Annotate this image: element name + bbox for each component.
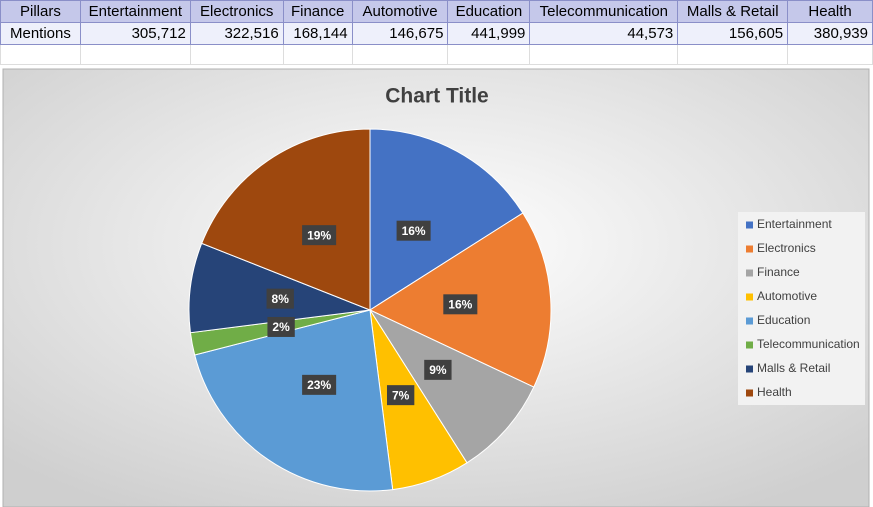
table-cell[interactable]: 305,712 [79,22,191,45]
legend-swatch [746,389,753,397]
table-cell[interactable] [351,44,449,65]
legend-box [738,212,865,405]
table-cell[interactable] [529,44,679,65]
pie-slice [368,308,535,464]
table-cell[interactable]: Electronics [189,0,284,23]
legend-label: Electronics [757,241,816,255]
data-label-box [302,225,337,246]
table-cell[interactable]: 168,144 [282,22,353,45]
table-cell[interactable]: Health [787,0,873,23]
legend-swatch [746,317,753,325]
chart-title: Chart Title [385,85,488,108]
legend-label: Malls & Retail [757,361,830,375]
legend-label: Automotive [757,289,817,303]
legend-swatch [746,341,753,349]
table-cell[interactable]: 441,999 [447,22,531,45]
legend-label: Telecommunication [757,337,860,351]
table-cell[interactable]: 380,939 [787,22,873,45]
pie-slice [194,309,394,492]
legend-swatch [746,269,753,277]
data-label: 2% [272,320,290,334]
legend-label: Finance [757,265,800,279]
data-label: 16% [448,297,472,311]
data-label-box [396,220,431,241]
data-label-box [424,359,452,380]
table-cell[interactable] [447,44,531,65]
data-label: 7% [392,388,410,402]
table-cell[interactable]: 146,675 [351,22,449,45]
data-label: 23% [307,378,331,392]
table-cell[interactable]: Education [447,0,531,23]
table-row: Pillars Entertainment Electronics Finance Au… [0,0,873,23]
data-label: 19% [307,228,331,242]
legend-swatch [746,293,753,301]
table-row [0,44,873,65]
data-label: 16% [402,224,426,238]
pie-slice [188,242,371,334]
legend-label: Health [757,385,792,399]
table-cell[interactable]: Finance [282,0,353,23]
table-cell[interactable]: 156,605 [677,22,789,45]
data-label-box [386,385,415,406]
table-cell[interactable]: Telecommunication [529,0,679,23]
table-cell[interactable]: Mentions [0,22,81,45]
pie-slice [369,128,524,311]
legend-label: Education [757,313,810,327]
legend-swatch [746,221,753,229]
data-label-box [267,316,295,337]
legend-swatch [746,365,753,373]
legend-label: Entertainment [757,217,832,231]
table-cell[interactable] [787,44,873,65]
table-cell[interactable] [79,44,191,65]
table-cell[interactable] [677,44,789,65]
table-row: Mentions 305,712 322,516 168,144 146,675 441,… [0,22,873,45]
table-cell[interactable]: 44,573 [529,22,679,45]
data-label: 9% [429,363,447,377]
table-cell[interactable]: Entertainment [79,0,191,23]
table-cell[interactable] [0,44,81,65]
table-cell[interactable]: Automotive [351,0,449,23]
data-label-box [443,294,478,315]
data-table: Pillars Entertainment Electronics Finance Au… [0,0,873,65]
table-cell[interactable] [189,44,284,65]
data-label: 8% [272,292,290,306]
data-label-box [302,374,337,395]
table-cell[interactable]: Pillars [0,0,81,23]
data-label-box [266,288,294,309]
pie-slice [201,128,371,311]
table-cell[interactable] [282,44,353,65]
legend-swatch [746,245,753,253]
